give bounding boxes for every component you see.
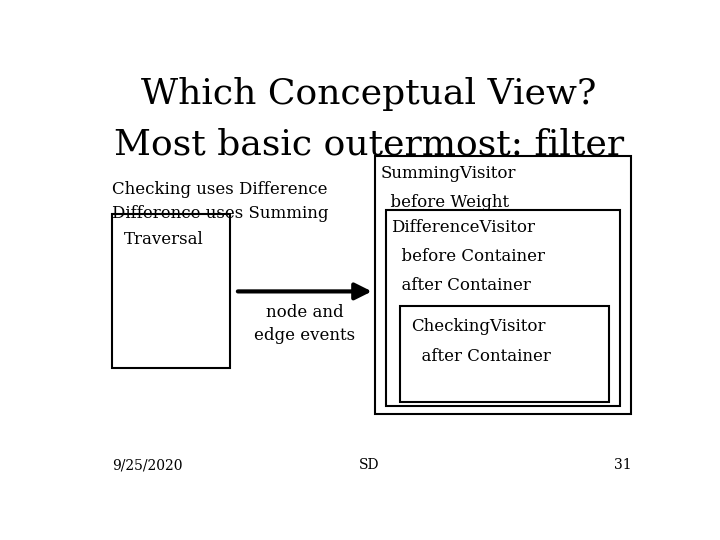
Text: Checking uses Difference
Difference uses Summing: Checking uses Difference Difference uses… bbox=[112, 181, 329, 222]
Text: before Weight: before Weight bbox=[380, 194, 509, 211]
Text: Most basic outermost: filter: Most basic outermost: filter bbox=[114, 127, 624, 161]
FancyBboxPatch shape bbox=[112, 214, 230, 368]
Text: Which Conceptual View?: Which Conceptual View? bbox=[141, 77, 597, 111]
Text: node and
edge events: node and edge events bbox=[254, 304, 356, 345]
Text: SD: SD bbox=[359, 458, 379, 472]
FancyBboxPatch shape bbox=[386, 211, 620, 406]
Text: DifferenceVisitor: DifferenceVisitor bbox=[392, 219, 535, 235]
Text: CheckingVisitor: CheckingVisitor bbox=[411, 319, 545, 335]
Text: Traversal: Traversal bbox=[124, 231, 203, 248]
FancyBboxPatch shape bbox=[400, 306, 609, 402]
Text: after Container: after Container bbox=[392, 277, 531, 294]
FancyBboxPatch shape bbox=[374, 156, 631, 414]
Text: 31: 31 bbox=[613, 458, 631, 472]
Text: before Container: before Container bbox=[392, 248, 545, 265]
Text: SummingVisitor: SummingVisitor bbox=[380, 165, 516, 181]
Text: 9/25/2020: 9/25/2020 bbox=[112, 458, 183, 472]
Text: after Container: after Container bbox=[411, 348, 551, 364]
